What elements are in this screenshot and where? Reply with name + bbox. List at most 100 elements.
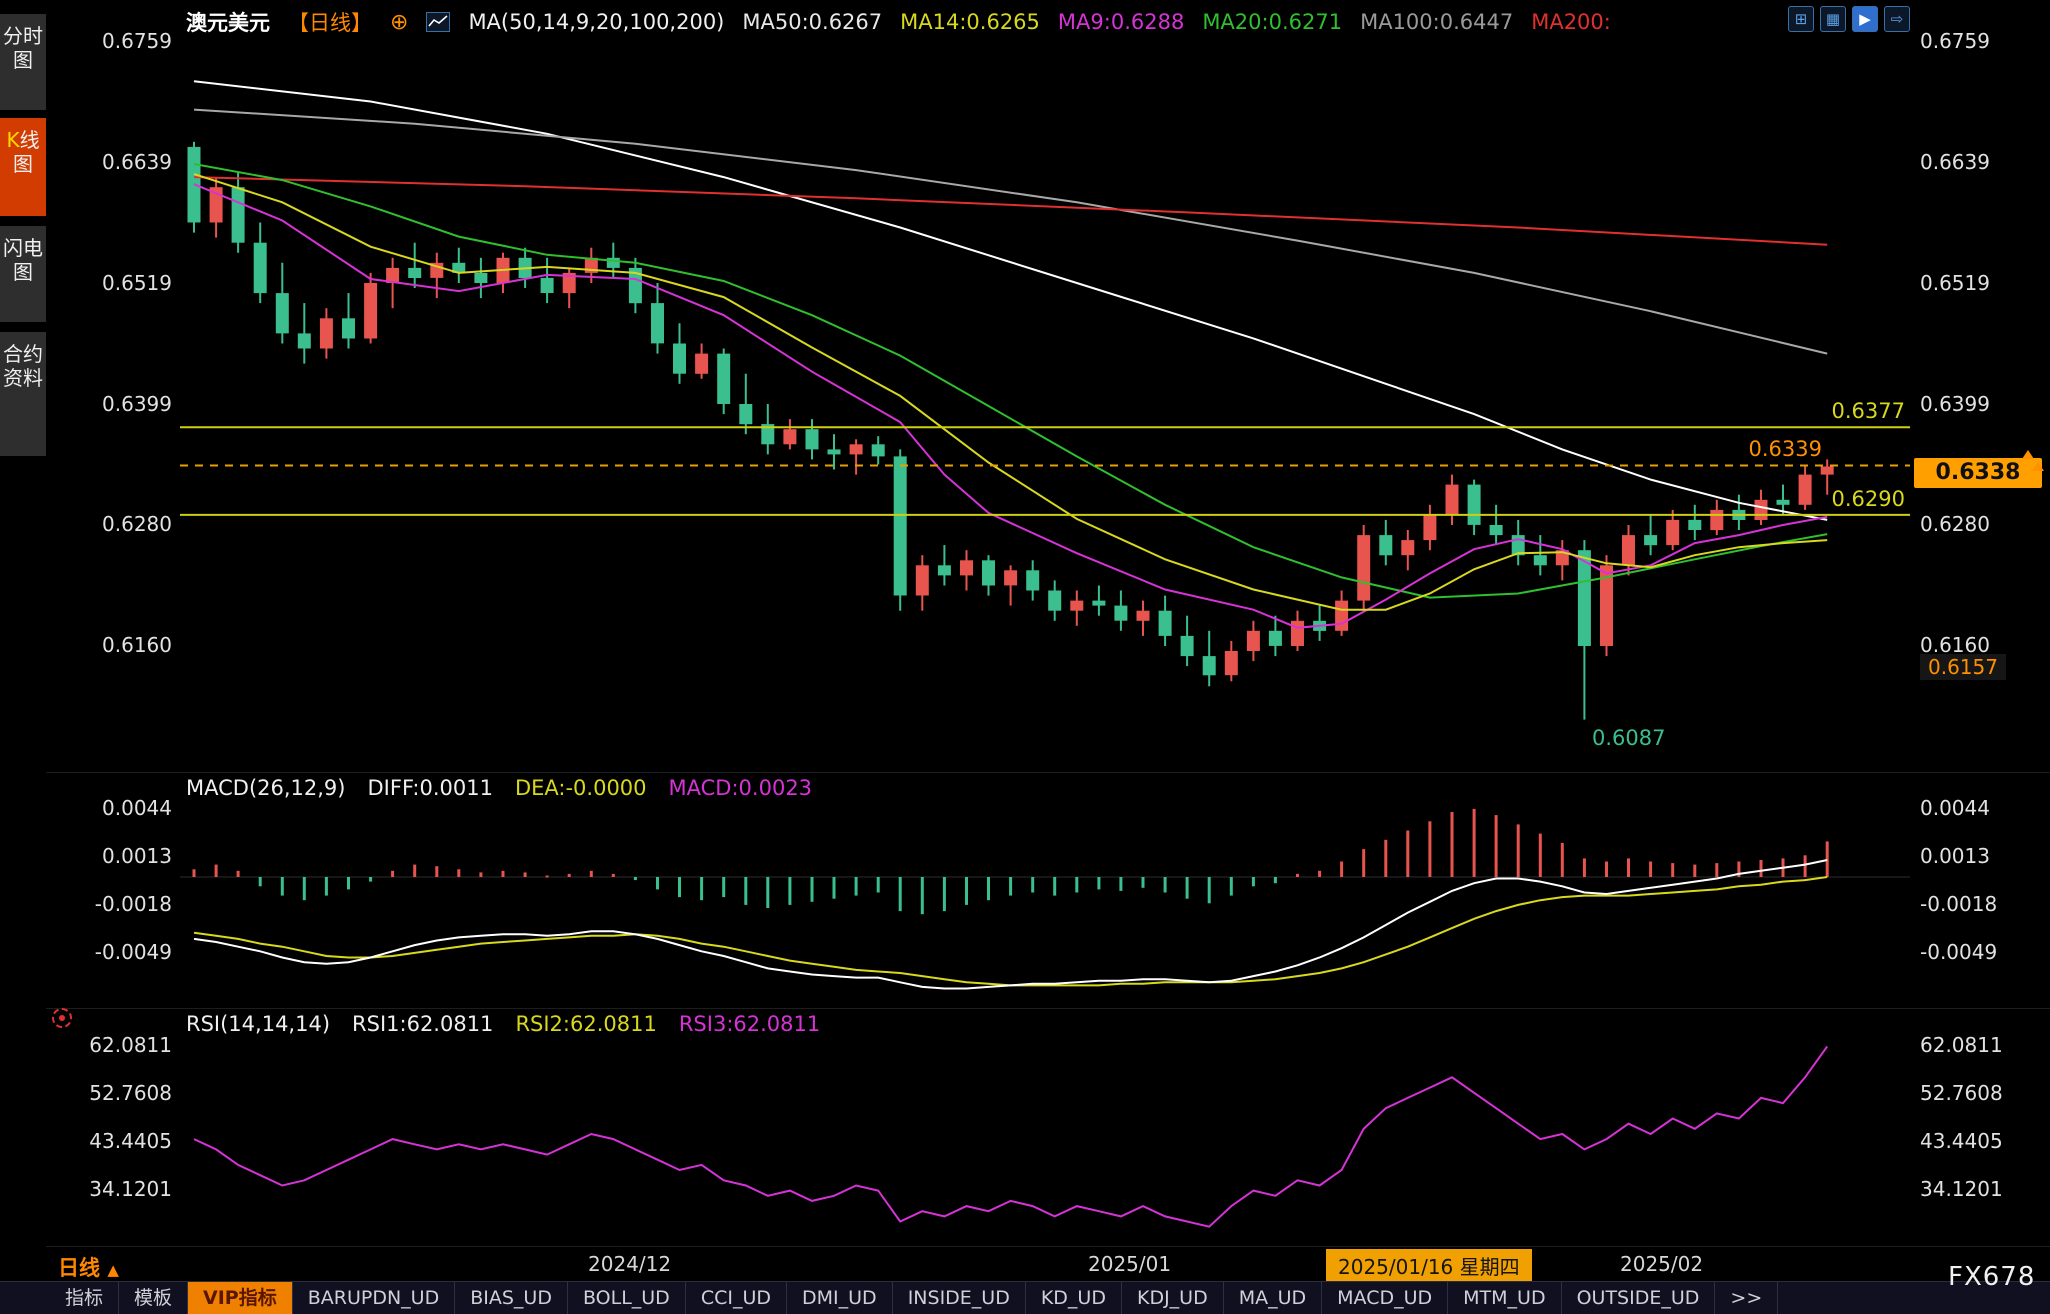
axis-tick: -0.0018 bbox=[94, 891, 172, 916]
axis-tick: 0.6160 bbox=[102, 632, 172, 657]
latest-price-arrow-icon[interactable] bbox=[2032, 462, 2044, 471]
symbol-name: 澳元美元 bbox=[186, 11, 270, 35]
layout-icons: ⊞ ▦ ▶ ⇨ bbox=[1788, 6, 1910, 32]
axis-tick: -0.0049 bbox=[1920, 939, 1998, 964]
chart-legend: 澳元美元 【日线】 ⊕ MA(50,14,9,20,100,200) MA50:… bbox=[186, 7, 1611, 37]
rsi-params: RSI(14,14,14) bbox=[186, 1012, 331, 1036]
swing-low-label: 0.6087 bbox=[1592, 726, 1666, 750]
sidebar-item-contract-info[interactable]: 合约资料 bbox=[0, 332, 46, 456]
macd-value: MACD:0.0023 bbox=[668, 776, 813, 800]
target-icon[interactable] bbox=[52, 1008, 72, 1028]
panel-divider bbox=[46, 1246, 2050, 1247]
axis-tick: 62.0811 bbox=[1920, 1033, 2003, 1057]
tab-指标[interactable]: 指标 bbox=[50, 1282, 120, 1314]
latest-price-arrow-icon[interactable] bbox=[2022, 450, 2034, 459]
period-tag: 【日线】 bbox=[288, 11, 372, 35]
macd-panel[interactable] bbox=[180, 790, 1910, 1005]
axis-tick: 0.6280 bbox=[102, 511, 172, 536]
multi-pane-icon[interactable]: ▦ bbox=[1820, 6, 1846, 32]
current-price-badge: 0.6338 bbox=[1914, 458, 2042, 488]
selected-date-label: 2025/01/16 星期四 bbox=[1326, 1249, 1532, 1282]
add-indicator-icon[interactable]: ⊕ bbox=[390, 9, 409, 35]
tab->>[interactable]: >> bbox=[1715, 1282, 1779, 1314]
tab-BIAS_UD[interactable]: BIAS_UD bbox=[455, 1282, 568, 1314]
panel-divider bbox=[46, 1008, 2050, 1009]
sidebar-item-time-chart[interactable]: 分时图 bbox=[0, 14, 46, 110]
axis-tick: 0.0044 bbox=[1920, 795, 1990, 820]
chart-type-icon[interactable] bbox=[426, 12, 451, 32]
axis-tick: 34.1201 bbox=[1920, 1176, 2003, 1201]
ma-value: MA20:0.6271 bbox=[1202, 10, 1343, 34]
tab-DMI_UD[interactable]: DMI_UD bbox=[787, 1282, 893, 1314]
sidebar-candle-accent: K bbox=[6, 128, 20, 152]
macd-dea-value: DEA:-0.0000 bbox=[514, 776, 647, 800]
rsi1-value: RSI1:62.0811 bbox=[352, 1012, 494, 1036]
axis-tick: 0.6639 bbox=[102, 149, 172, 174]
tab-KD_UD[interactable]: KD_UD bbox=[1026, 1282, 1122, 1314]
rsi2-value: RSI2:62.0811 bbox=[515, 1012, 657, 1036]
tab-VIP指标[interactable]: VIP指标 bbox=[188, 1282, 293, 1314]
ma-value: MA200: bbox=[1531, 10, 1611, 34]
axis-tick: 0.6160 bbox=[1920, 632, 1990, 657]
next-panel-icon[interactable]: ⇨ bbox=[1884, 6, 1910, 32]
axis-tick: 0.6399 bbox=[102, 391, 172, 416]
ma-value: MA50:0.6267 bbox=[742, 10, 883, 34]
axis-tick: -0.0049 bbox=[94, 939, 172, 964]
tab-BOLL_UD[interactable]: BOLL_UD bbox=[568, 1282, 686, 1314]
tab-BARUPDN_UD[interactable]: BARUPDN_UD bbox=[293, 1282, 456, 1314]
resistance-level-label: 0.6377 bbox=[1831, 399, 1905, 423]
time-label: 2025/02 bbox=[1620, 1252, 1704, 1276]
axis-tick: 52.7608 bbox=[89, 1080, 172, 1105]
rsi-legend: RSI(14,14,14) RSI1:62.0811 RSI2:62.0811 … bbox=[186, 1012, 820, 1036]
macd-legend: MACD(26,12,9) DIFF:0.0011 DEA:-0.0000 MA… bbox=[186, 776, 812, 800]
ma-values: MA50:0.6267 MA14:0.6265 MA9:0.6288 MA20:0.6… bbox=[742, 10, 1610, 34]
tab-MACD_UD[interactable]: MACD_UD bbox=[1322, 1282, 1449, 1314]
axis-tick: 0.6519 bbox=[102, 270, 172, 295]
axis-tick: 0.6280 bbox=[1920, 511, 1990, 536]
support-level-label: 0.6290 bbox=[1831, 487, 1905, 511]
indicator-tabs: 指标 模板 VIP指标 BARUPDN_UD BIAS_UD BOLL_UD CCI_UD D… bbox=[50, 1282, 2050, 1314]
axis-tick: 0.6759 bbox=[1920, 29, 1990, 53]
rsi3-value: RSI3:62.0811 bbox=[678, 1012, 821, 1036]
tab-模板[interactable]: 模板 bbox=[119, 1282, 189, 1314]
ma-value: MA100:0.6447 bbox=[1360, 10, 1514, 34]
watermark: FX678 bbox=[1948, 1262, 2036, 1292]
tab-INSIDE_UD[interactable]: INSIDE_UD bbox=[893, 1282, 1026, 1314]
grid-layout-icon[interactable]: ⊞ bbox=[1788, 6, 1814, 32]
axis-tick: 0.6519 bbox=[1920, 270, 1990, 295]
axis-tick: 0.0044 bbox=[102, 795, 172, 820]
axis-tick: 62.0811 bbox=[89, 1033, 172, 1057]
ma-value: MA9:0.6288 bbox=[1057, 10, 1185, 34]
axis-tick: 0.6639 bbox=[1920, 149, 1990, 174]
axis-tick: -0.0018 bbox=[1920, 891, 1998, 916]
chevron-up-icon: ▲ bbox=[107, 1261, 119, 1279]
macd-diff-value: DIFF:0.0011 bbox=[367, 776, 493, 800]
main-chart[interactable] bbox=[180, 36, 1910, 776]
tab-CCI_UD[interactable]: CCI_UD bbox=[686, 1282, 788, 1314]
play-chart-icon[interactable]: ▶ bbox=[1852, 6, 1878, 32]
axis-tick: 0.0013 bbox=[102, 843, 172, 868]
axis-tick: 52.7608 bbox=[1920, 1080, 2003, 1105]
axis-tick: 34.1201 bbox=[89, 1176, 172, 1201]
macd-params: MACD(26,12,9) bbox=[186, 776, 346, 800]
tab-OUTSIDE_UD[interactable]: OUTSIDE_UD bbox=[1562, 1282, 1716, 1314]
sidebar-item-candle-chart[interactable]: K线图 bbox=[0, 118, 46, 216]
time-label: 2024/12 bbox=[588, 1252, 672, 1276]
tab-KDJ_UD[interactable]: KDJ_UD bbox=[1122, 1282, 1224, 1314]
indicator-toolbar: 指标 模板 VIP指标 BARUPDN_UD BIAS_UD BOLL_UD CCI_UD D… bbox=[0, 1281, 2050, 1314]
axis-tick: 0.0013 bbox=[1920, 843, 1990, 868]
axis-tick: 43.4405 bbox=[1920, 1128, 2003, 1153]
sidebar-candle-label: 线图 bbox=[13, 128, 40, 176]
axis-tick: 0.6399 bbox=[1920, 391, 1990, 416]
tab-MA_UD[interactable]: MA_UD bbox=[1224, 1282, 1323, 1314]
period-selector[interactable]: 日线 ▲ bbox=[58, 1256, 119, 1280]
rsi-panel[interactable] bbox=[180, 1030, 1910, 1255]
sidebar-item-lightning-chart[interactable]: 闪电图 bbox=[0, 226, 46, 322]
axis-tick: 43.4405 bbox=[89, 1128, 172, 1153]
session-low-label: 0.6157 bbox=[1920, 654, 2006, 680]
ma-value: MA14:0.6265 bbox=[900, 10, 1040, 34]
panel-divider bbox=[46, 772, 2050, 773]
tab-MTM_UD[interactable]: MTM_UD bbox=[1448, 1282, 1562, 1314]
axis-tick: 0.6759 bbox=[102, 29, 172, 53]
